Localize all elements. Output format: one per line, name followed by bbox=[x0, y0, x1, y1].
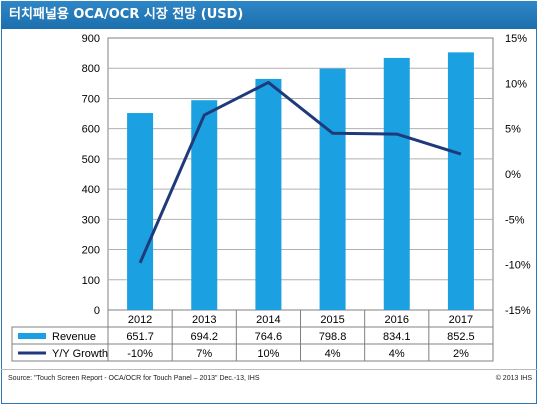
y-right-tick-label: -5% bbox=[505, 214, 525, 226]
revenue-value-label: 852.5 bbox=[447, 331, 475, 343]
y-right-tick-label: -10% bbox=[505, 260, 531, 272]
chart-title-bar: 터치패널용 OCA/OCR 시장 전망 (USD) bbox=[1, 1, 537, 29]
growth-value-label: 7% bbox=[196, 348, 212, 360]
y-left-tick-label: 700 bbox=[82, 93, 100, 105]
source-note: Source: "Touch Screen Report - OCA/OCR f… bbox=[8, 375, 260, 382]
y-left-tick-label: 600 bbox=[82, 124, 100, 136]
plot-area bbox=[107, 37, 494, 311]
x-tick-label: 2012 bbox=[128, 314, 152, 326]
growth-value-label: 2% bbox=[453, 348, 469, 360]
growth-value-label: 4% bbox=[389, 348, 405, 360]
growth-value-label: -10% bbox=[127, 348, 153, 360]
y-right-tick-label: 5% bbox=[505, 124, 521, 136]
x-tick-label: 2013 bbox=[192, 314, 216, 326]
footer-divider bbox=[1, 369, 537, 370]
growth-value-label: 10% bbox=[257, 348, 279, 360]
x-tick-label: 2015 bbox=[320, 314, 344, 326]
legend-label-growth: Y/Y Growth bbox=[52, 348, 108, 360]
y-right-tick-label: 15% bbox=[505, 33, 527, 45]
y-left-tick-label: 300 bbox=[82, 214, 100, 226]
growth-value-label: 4% bbox=[325, 348, 341, 360]
revenue-bar bbox=[255, 78, 282, 310]
y-left-tick-label: 900 bbox=[82, 33, 100, 45]
copyright-note: © 2013 IHS bbox=[495, 375, 532, 382]
revenue-value-label: 798.8 bbox=[319, 331, 347, 343]
y-right-tick-label: -15% bbox=[505, 305, 531, 317]
x-tick-label: 2016 bbox=[385, 314, 409, 326]
revenue-bar bbox=[191, 100, 218, 311]
revenue-bar bbox=[447, 52, 474, 310]
revenue-value-label: 764.6 bbox=[255, 331, 283, 343]
y-left-tick-label: 100 bbox=[82, 275, 100, 287]
y-left-tick-label: 500 bbox=[82, 154, 100, 166]
revenue-bar bbox=[383, 57, 410, 310]
y-right-tick-label: 0% bbox=[505, 169, 521, 181]
revenue-value-label: 651.7 bbox=[126, 331, 154, 343]
legend-label-revenue: Revenue bbox=[52, 331, 96, 343]
growth-line bbox=[138, 80, 462, 264]
chart-title: 터치패널용 OCA/OCR 시장 전망 (USD) bbox=[9, 7, 244, 22]
y-left-tick-label: 200 bbox=[82, 245, 100, 257]
revenue-value-label: 694.2 bbox=[190, 331, 218, 343]
revenue-value-label: 834.1 bbox=[383, 331, 411, 343]
y-left-tick-label: 800 bbox=[82, 63, 100, 75]
y-left-tick-label: 400 bbox=[82, 184, 100, 196]
revenue-bar bbox=[319, 68, 346, 310]
y-left-tick-label: 0 bbox=[94, 305, 100, 317]
x-tick-label: 2017 bbox=[449, 314, 473, 326]
revenue-bar bbox=[127, 113, 154, 310]
y-right-tick-label: 10% bbox=[505, 78, 527, 90]
legend-swatch-revenue bbox=[18, 333, 46, 339]
x-tick-label: 2014 bbox=[256, 314, 280, 326]
